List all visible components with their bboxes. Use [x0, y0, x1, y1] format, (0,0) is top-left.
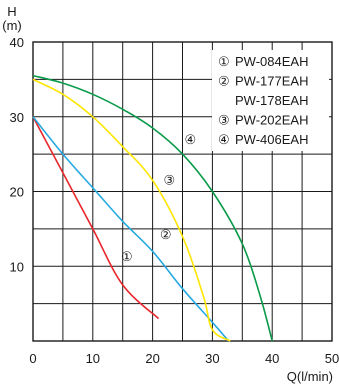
x-tick-label: 20 — [145, 351, 159, 366]
legend-entry: PW-178EAH — [235, 93, 308, 108]
x-tick-label: 0 — [29, 351, 36, 366]
tick-labels: 0 10 20 30 40 50 10 20 30 40 — [10, 35, 339, 366]
x-tick-label: 40 — [265, 351, 279, 366]
legend-marker: ④ — [218, 132, 230, 147]
y-tick-label: 30 — [10, 110, 24, 125]
legend-marker: ③ — [218, 113, 230, 128]
y-tick-label: 20 — [10, 185, 24, 200]
series-label-2: ② — [160, 227, 172, 242]
legend-box — [212, 50, 329, 151]
grid-lines — [32, 41, 333, 342]
series-curve-4 — [32, 74, 273, 342]
legend-marker: ② — [218, 74, 230, 89]
series-curve-1 — [32, 116, 160, 320]
y-axis-label-h: H — [7, 4, 16, 19]
y-axis-label-unit: (m) — [2, 18, 22, 33]
legend-entry: PW-406EAH — [235, 132, 308, 147]
legend-entry: PW-177EAH — [235, 74, 308, 89]
x-axis-label: Q(l/min) — [287, 369, 333, 384]
legend-entry: PW-084EAH — [235, 54, 308, 69]
x-tick-label: 50 — [325, 351, 339, 366]
x-tick-label: 30 — [205, 351, 219, 366]
y-tick-label: 10 — [10, 259, 24, 274]
series-label-4: ④ — [184, 132, 196, 147]
legend-entry: PW-202EAH — [235, 113, 308, 128]
series-curves — [32, 74, 273, 342]
series-curve-2 — [32, 116, 230, 342]
legend-marker: ① — [218, 54, 230, 69]
series-label-3: ③ — [164, 173, 176, 188]
series-number-labels: ① ② ③ ④ — [121, 132, 196, 264]
y-tick-label: 40 — [10, 35, 24, 50]
series-curve-3 — [32, 78, 231, 342]
x-tick-label: 10 — [86, 351, 100, 366]
plot-frame — [32, 41, 333, 342]
legend: ① PW-084EAH ② PW-177EAH PW-178EAH ③ PW-202EAH ④… — [218, 54, 308, 147]
series-label-1: ① — [121, 249, 133, 264]
